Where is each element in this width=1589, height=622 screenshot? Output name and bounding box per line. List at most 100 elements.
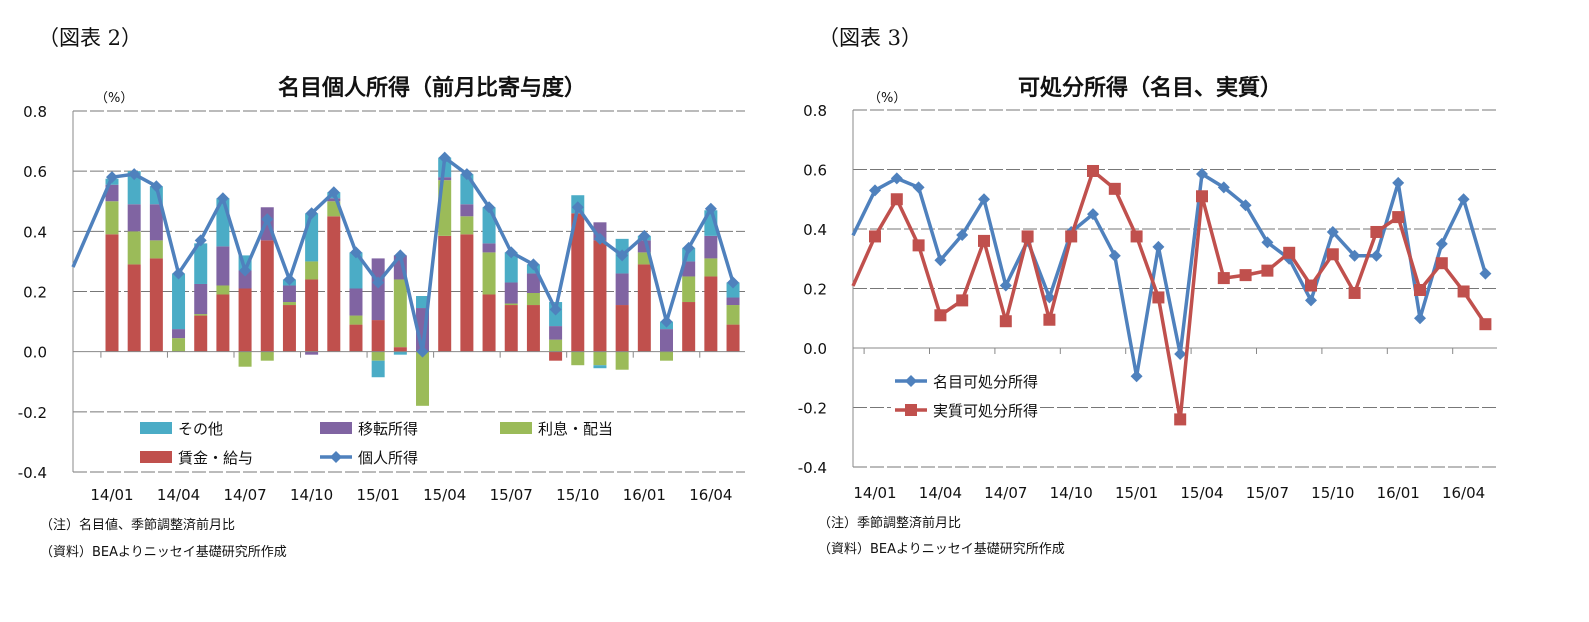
data-point: [638, 229, 651, 242]
x-tick-label: 15/01: [357, 486, 400, 504]
bar-segment: [238, 288, 252, 352]
data-point: [283, 273, 296, 286]
bar-segment: [194, 243, 208, 284]
bar-segment: [460, 204, 474, 217]
data-point: [593, 232, 606, 245]
y-tick-label: -0.2: [18, 404, 47, 422]
bar-segment: [682, 276, 696, 303]
bar-segment: [726, 297, 740, 306]
data-point: [172, 267, 185, 280]
data-point: [1130, 370, 1143, 383]
data-point: [128, 168, 141, 181]
data-point: [150, 180, 163, 193]
chart1-note: （注）名目値、季節調整済前月比: [40, 518, 236, 533]
bar-segment: [660, 329, 673, 352]
bar-segment: [504, 303, 518, 306]
bar-segment: [305, 351, 319, 355]
data-point: [934, 254, 947, 267]
data-point: [1065, 230, 1078, 243]
data-point: [194, 234, 207, 247]
x-tick-label: 15/04: [423, 486, 466, 504]
data-point: [1414, 312, 1426, 325]
bar-segment: [416, 296, 430, 309]
data-point: [1108, 182, 1121, 195]
bar-segment: [127, 231, 141, 265]
data-point: [106, 171, 118, 184]
data-point: [1174, 413, 1187, 426]
legend-swatch: [140, 422, 172, 434]
data-point: [1348, 286, 1361, 299]
data-point: [1130, 230, 1143, 243]
bar-segment: [682, 261, 696, 277]
data-point: [1239, 199, 1252, 212]
data-point: [999, 279, 1012, 292]
bar-segment: [438, 177, 452, 181]
bar-segment: [571, 213, 585, 352]
chart-title: 名目個人所得（前月比寄与度）: [278, 75, 586, 101]
legend-label: 名目可処分所得: [933, 373, 1038, 391]
bar-segment: [194, 283, 208, 315]
bar-segment: [282, 285, 296, 303]
data-point: [660, 315, 673, 328]
data-point: [394, 249, 407, 262]
data-point: [727, 276, 740, 289]
legend-label: 賃金・給与: [178, 449, 253, 467]
bar-segment: [371, 258, 385, 321]
bar-segment: [238, 351, 252, 367]
y-tick-label: 0.4: [23, 223, 47, 241]
legend-marker: [330, 451, 342, 463]
data-point: [1370, 249, 1383, 262]
bar-segment: [615, 305, 629, 352]
bar-segment: [438, 235, 452, 352]
bar-segment: [393, 347, 407, 352]
x-tick-label: 15/04: [1180, 484, 1223, 502]
bar-segment: [726, 305, 740, 325]
data-point: [956, 294, 969, 307]
x-tick-label: 16/01: [623, 486, 666, 504]
bar-segment: [549, 326, 563, 340]
data-point: [438, 151, 451, 164]
x-tick-label: 14/07: [984, 484, 1027, 502]
chart-title: 可処分所得（名目、実質）: [1018, 75, 1282, 101]
data-point: [616, 249, 629, 262]
bar-segment: [216, 294, 230, 352]
data-point: [483, 201, 496, 214]
bar-segment: [393, 279, 407, 348]
data-point: [1457, 193, 1470, 206]
bar-segment: [327, 198, 341, 202]
x-tick-label: 16/01: [1377, 484, 1420, 502]
data-point: [305, 207, 318, 220]
data-point: [1087, 208, 1099, 221]
y-tick-label: -0.4: [18, 464, 47, 482]
bar-segment: [482, 294, 496, 352]
data-point: [1348, 249, 1361, 262]
data-point: [505, 246, 518, 259]
y-unit-label: （%）: [95, 91, 133, 106]
data-point: [1435, 237, 1448, 250]
data-point: [527, 258, 540, 271]
data-point: [549, 303, 562, 316]
bar-segment: [260, 240, 274, 352]
bar-segment: [305, 261, 319, 280]
bar-segment: [660, 351, 673, 361]
data-point: [1435, 257, 1448, 270]
data-point: [999, 315, 1012, 328]
bar-segment: [593, 351, 607, 366]
data-point: [912, 239, 925, 252]
legend-label: 利息・配当: [538, 420, 613, 438]
data-point: [1283, 246, 1296, 259]
bar-segment: [172, 329, 186, 339]
bar-segment: [349, 324, 363, 352]
data-point: [1326, 225, 1339, 238]
y-tick-label: 0.6: [803, 162, 827, 180]
chart-2: 可処分所得（名目、実質） （%） 0.8 0.6 0.4 0.2 0.0 -0.2 -0.4 14…: [798, 75, 1497, 502]
bar-segment: [149, 204, 163, 241]
data-point: [1479, 267, 1492, 280]
bar-segment: [172, 338, 186, 352]
data-point: [956, 228, 969, 241]
bar-segment: [704, 276, 718, 352]
data-point: [869, 230, 881, 243]
data-point: [1108, 249, 1121, 262]
bar-segment: [704, 258, 718, 277]
x-tick-label: 14/01: [90, 486, 133, 504]
